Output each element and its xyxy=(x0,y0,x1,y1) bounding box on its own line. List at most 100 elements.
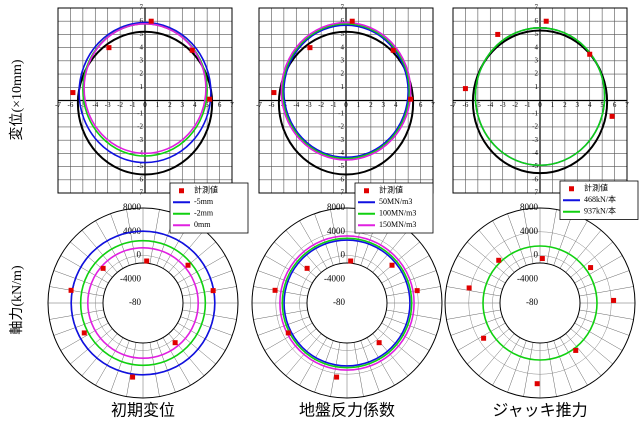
y-tick-label: 3 xyxy=(535,56,539,64)
spoke xyxy=(478,230,515,273)
measured-point xyxy=(272,287,278,293)
measured-point xyxy=(348,258,354,264)
y-tick-label: 4 xyxy=(535,43,539,51)
spoke xyxy=(110,213,130,266)
r-tick-label: 8000 xyxy=(327,202,346,212)
force-ring xyxy=(281,237,413,369)
x-tick-label: -5 xyxy=(80,101,86,109)
spoke xyxy=(180,270,233,290)
x-tick-label: -5 xyxy=(475,101,481,109)
spoke xyxy=(446,309,501,320)
measured-point xyxy=(70,90,76,96)
legend-marker xyxy=(364,188,369,194)
legend-label: -2mm xyxy=(194,209,214,218)
legend-label: 計測値 xyxy=(584,183,608,193)
y-tick-label: 2 xyxy=(341,70,345,78)
y-tick-label: -3 xyxy=(137,136,143,144)
x-tick-label: -2 xyxy=(512,101,518,109)
x-tick-label: -1 xyxy=(130,101,136,109)
deformation-circle xyxy=(83,23,207,155)
spoke xyxy=(579,286,634,297)
spoke xyxy=(53,270,106,290)
grid-circle xyxy=(299,255,395,351)
spoke xyxy=(173,241,216,278)
plot-frame xyxy=(57,7,233,194)
spoke xyxy=(70,241,113,278)
measured-point xyxy=(285,330,291,336)
y-tick-label: -5 xyxy=(338,162,344,170)
legend-label: 150MN/m3 xyxy=(379,220,416,229)
deformation-circle xyxy=(283,24,409,159)
legend-label: 100MN/m3 xyxy=(379,209,416,218)
y-tick-label: -5 xyxy=(532,162,538,170)
measured-point xyxy=(172,340,178,346)
measured-point xyxy=(210,288,216,294)
spoke xyxy=(149,209,160,264)
spoke xyxy=(565,333,602,376)
measured-point xyxy=(462,86,468,92)
caption: 地盤反力係数 xyxy=(299,402,395,420)
measured-point xyxy=(81,330,87,336)
y-tick-label: -6 xyxy=(532,175,538,183)
measured-point xyxy=(390,47,396,53)
reference-circle xyxy=(471,29,609,175)
x-tick-label: -4 xyxy=(487,101,493,109)
spoke xyxy=(577,270,630,290)
spoke xyxy=(173,328,216,365)
spoke xyxy=(162,337,191,386)
deformation-circle xyxy=(474,27,606,167)
deformation-circle xyxy=(281,23,411,160)
plot-frame xyxy=(258,7,434,194)
grid-circle xyxy=(251,207,443,399)
measured-point xyxy=(100,265,106,271)
x-tick-label: -3 xyxy=(105,101,111,109)
spoke xyxy=(467,241,510,278)
y-tick-label: -4 xyxy=(532,149,538,157)
force-ring xyxy=(70,230,216,376)
measured-point xyxy=(534,381,540,387)
y-tick-label: 3 xyxy=(341,56,345,64)
r-tick-label: 4000 xyxy=(123,226,142,236)
inner-hole xyxy=(499,262,581,344)
measured-point xyxy=(587,51,593,57)
y-tick-label: -4 xyxy=(338,149,344,157)
spoke xyxy=(523,342,534,397)
y-tick-label: 4 xyxy=(341,43,345,51)
spoke xyxy=(81,230,118,273)
legend-label: 937kN/本 xyxy=(584,206,616,216)
spoke xyxy=(95,337,124,386)
caption: ジャッキ推力 xyxy=(492,402,587,420)
force-ring xyxy=(279,235,415,371)
spoke xyxy=(546,209,557,264)
grid-circle xyxy=(47,207,239,399)
x-tick-label: -2 xyxy=(318,101,324,109)
legend-marker xyxy=(569,186,574,192)
measured-point xyxy=(148,18,154,24)
inner-hole xyxy=(102,262,184,344)
spoke xyxy=(180,316,233,336)
measured-point xyxy=(144,258,150,264)
deformation-circle xyxy=(78,21,212,164)
measured-point xyxy=(481,335,487,341)
measured-point xyxy=(539,256,545,262)
y-tick-label: -1 xyxy=(532,109,538,117)
spoke xyxy=(467,328,510,365)
measured-point xyxy=(271,90,277,96)
spoke xyxy=(559,337,588,386)
x-tick-label: 0 xyxy=(344,101,348,109)
x-tick-label: -4 xyxy=(293,101,299,109)
deformation-circle xyxy=(280,21,412,161)
measured-point xyxy=(130,374,136,380)
spoke xyxy=(559,220,588,269)
r-tick-label: 0 xyxy=(534,250,539,260)
spoke xyxy=(70,328,113,365)
spoke xyxy=(553,213,573,266)
spoke xyxy=(149,342,160,397)
x-tick-label: 2 xyxy=(563,101,567,109)
r-tick-label: -80 xyxy=(333,297,345,307)
x-tick-label: 5 xyxy=(205,101,209,109)
r-tick-label: 4000 xyxy=(327,226,346,236)
x-tick-label: -4 xyxy=(92,101,98,109)
y-tick-label: -1 xyxy=(137,109,143,117)
spoke xyxy=(546,342,557,397)
